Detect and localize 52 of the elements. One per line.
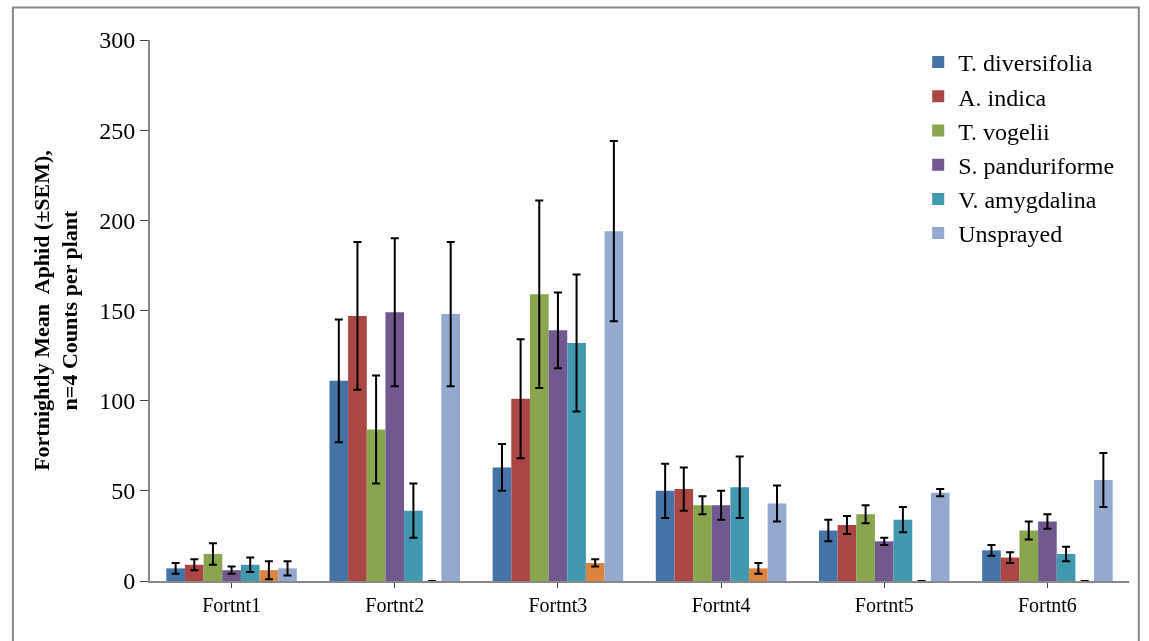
y-tick-label: 100 [99, 388, 136, 415]
y-tick-label: 150 [99, 297, 136, 324]
x-tick-label: Fortnt6 [1017, 594, 1077, 616]
bar [1038, 521, 1057, 581]
legend-label: T. vogelii [958, 118, 1051, 145]
bar [492, 467, 512, 581]
bar [567, 342, 586, 581]
bar [604, 231, 624, 581]
bar [184, 564, 204, 581]
bar [404, 510, 423, 581]
bar [930, 492, 950, 581]
bar [1094, 480, 1113, 581]
bar [511, 398, 530, 581]
bar [240, 564, 260, 581]
bar [674, 489, 694, 581]
bar [585, 562, 605, 581]
legend-label: V. amygdalina [958, 187, 1097, 214]
x-tick-label: Fortnt4 [691, 594, 751, 616]
bar [982, 550, 1001, 581]
bar [655, 490, 675, 581]
legend-label: T. diversifolia [958, 50, 1093, 77]
bar [711, 505, 731, 581]
bar [837, 525, 857, 581]
bar [329, 380, 349, 581]
y-tick-label: 250 [99, 117, 136, 144]
x-tick-label: Fortnt1 [202, 594, 262, 616]
y-tick-label: 200 [99, 207, 136, 234]
bar [730, 487, 750, 581]
y-tick-label: 50 [111, 478, 136, 505]
bar [348, 315, 367, 581]
bar [693, 505, 712, 581]
bar [767, 503, 787, 581]
bar [529, 294, 549, 581]
legend-label: Unsprayed [958, 221, 1063, 248]
y-tick-label: 0 [123, 568, 136, 595]
x-tick-label: Fortnt5 [854, 594, 914, 616]
bar [818, 530, 838, 581]
bar [548, 330, 568, 581]
x-tick-label: Fortnt3 [528, 594, 588, 616]
bar [1056, 553, 1076, 581]
y-axis-title: Fortnightly Mean Aphid (±SEM), n=4 Counts per plant [28, 150, 83, 471]
bar [441, 314, 461, 581]
bar [366, 429, 386, 581]
bar [856, 514, 875, 581]
bar [893, 519, 913, 581]
legend-label: S. panduriforme [958, 153, 1115, 180]
bar [1019, 530, 1039, 581]
y-tick-label: 300 [99, 27, 136, 54]
bar [874, 541, 894, 581]
bar [385, 312, 405, 581]
x-tick-label: Fortnt2 [365, 594, 425, 616]
legend-label: A. indica [958, 84, 1047, 111]
